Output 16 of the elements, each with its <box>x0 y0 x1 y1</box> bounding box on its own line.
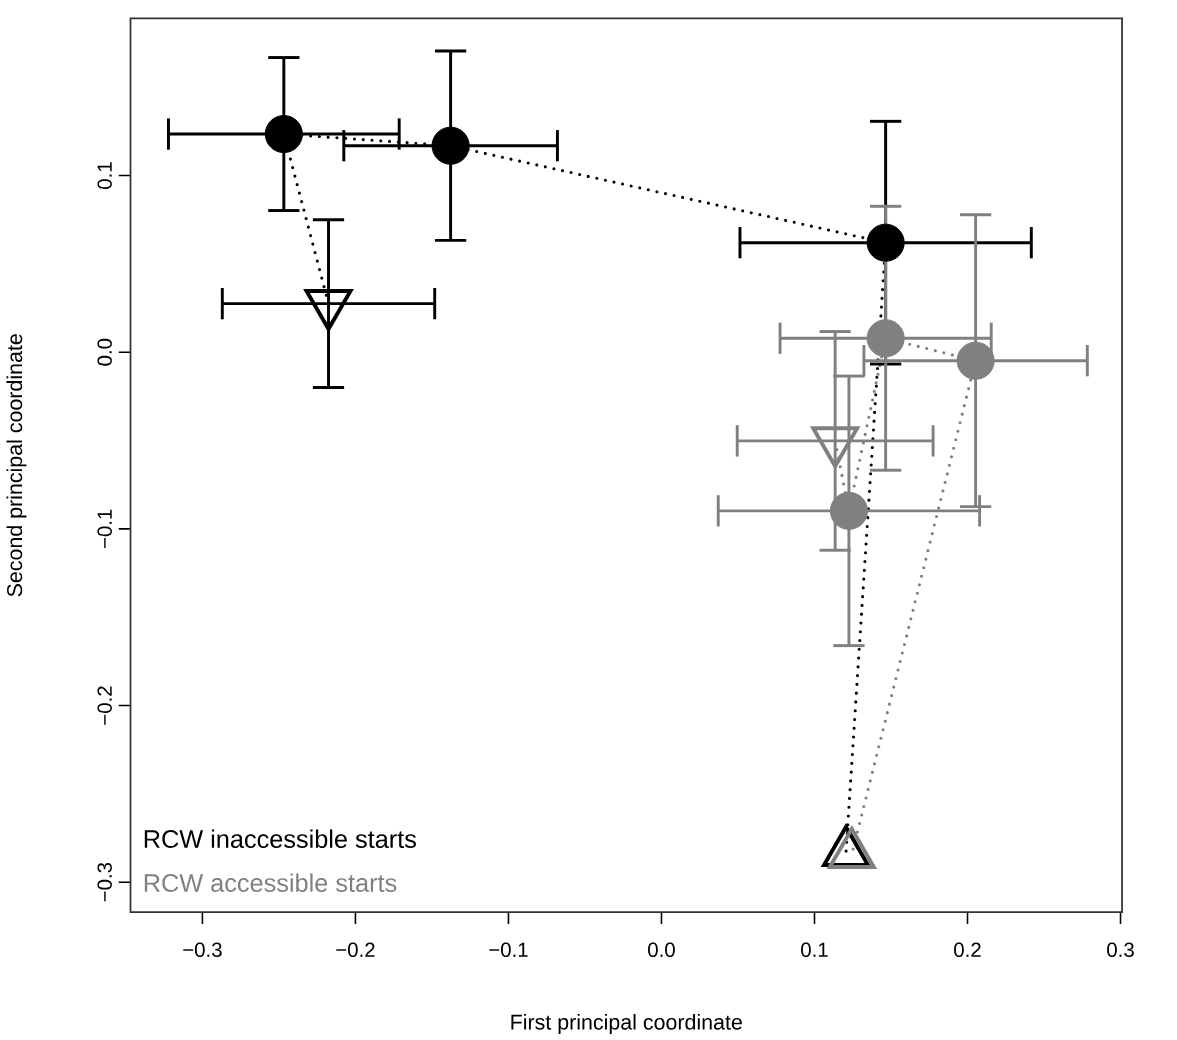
x-tick-label: 0.2 <box>954 942 981 957</box>
y-tick-label: 0.1 <box>97 162 112 189</box>
y-tick-label: −0.2 <box>97 686 112 725</box>
text: RCW inaccessible starts <box>144 829 416 848</box>
text: RCW accessible starts <box>144 873 397 892</box>
x-tick-label: −0.1 <box>489 942 528 957</box>
y-tick-label: −0.1 <box>97 509 112 548</box>
y-tick-label: −0.3 <box>97 862 112 902</box>
y-axis-title: Second principal coordinate <box>6 333 27 597</box>
x-tick-label: 0.1 <box>801 942 828 957</box>
x-axis-title: First principal coordinate <box>511 1013 742 1034</box>
x-tick-label: −0.3 <box>183 942 222 957</box>
x-tick-label: 0.0 <box>648 942 675 957</box>
x-tick-label: 0.3 <box>1107 942 1134 957</box>
y-tick-label: 0.0 <box>97 338 112 366</box>
x-tick-label: −0.2 <box>336 942 375 957</box>
